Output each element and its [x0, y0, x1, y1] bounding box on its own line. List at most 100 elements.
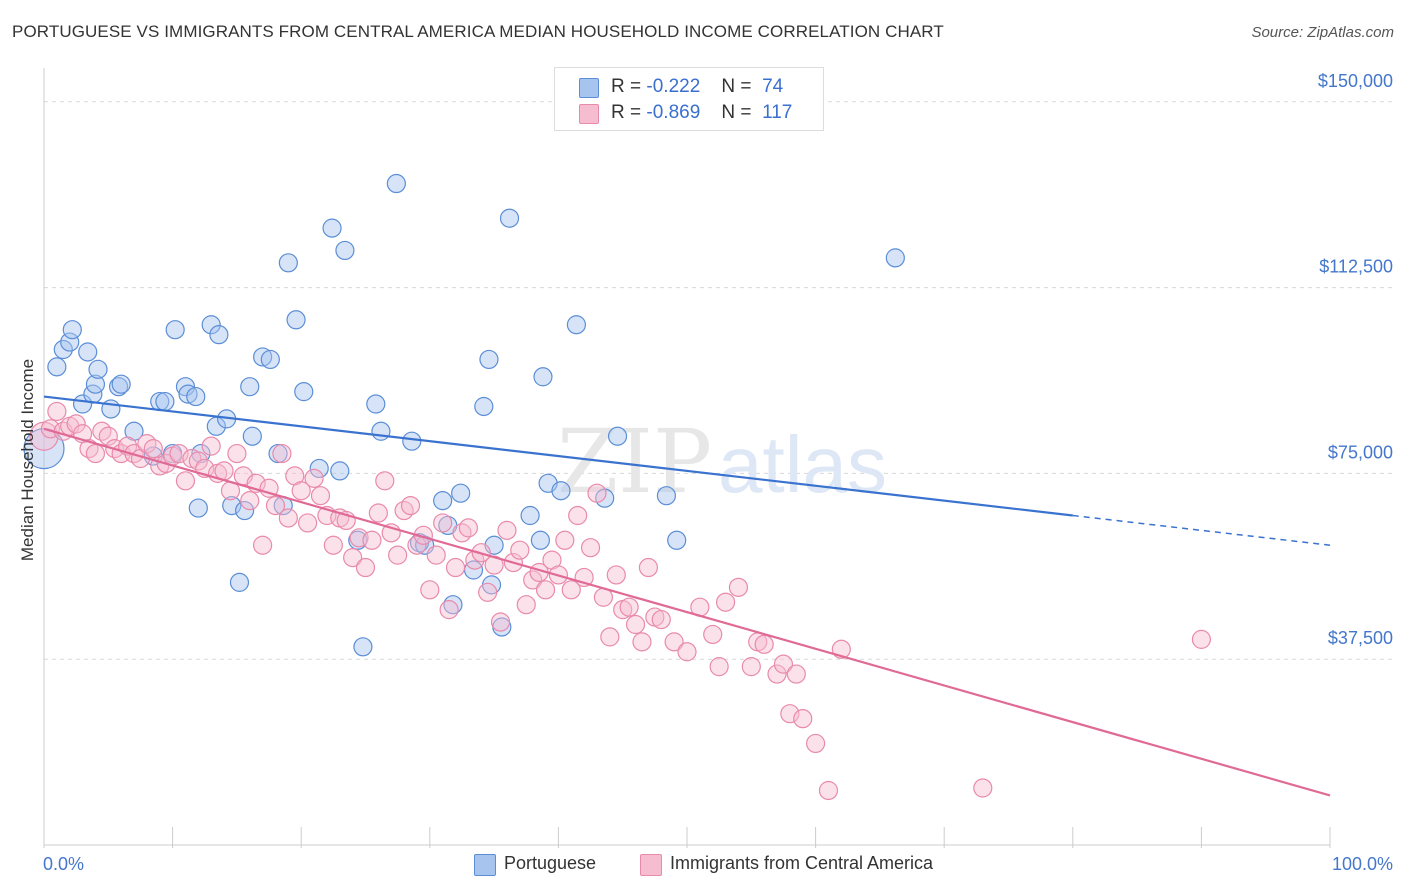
data-point [420, 580, 440, 600]
data-point [523, 570, 543, 590]
trend-line-portuguese [43, 395, 1073, 517]
r-label: R = [611, 102, 642, 123]
data-point [451, 483, 471, 503]
data-point [580, 538, 601, 558]
data-point [818, 780, 839, 801]
data-point [335, 240, 355, 261]
data-point [885, 248, 905, 268]
data-point [566, 315, 587, 335]
data-point [561, 580, 581, 600]
data-point [188, 498, 208, 518]
data-point [520, 505, 540, 526]
data-point [535, 580, 556, 600]
correlation-legend: R = -0.222 N = 74 R = -0.869 N = 117 [554, 67, 824, 131]
data-point [709, 657, 729, 677]
data-point [510, 540, 530, 560]
data-point [805, 733, 826, 754]
legend-swatch-pink [640, 854, 662, 876]
data-point [78, 342, 98, 362]
data-point [323, 535, 343, 555]
source-note: Source: ZipAtlas.com [1251, 24, 1394, 41]
data-point [533, 367, 553, 387]
r-value: -0.869 [646, 102, 701, 123]
axes [43, 68, 1331, 848]
data-point [298, 513, 318, 533]
data-point [178, 384, 198, 404]
data-point [388, 545, 408, 565]
data-point [240, 491, 260, 511]
data-point [286, 310, 306, 330]
series-legend: Portuguese Immigrants from Central Ameri… [0, 852, 1406, 878]
data-point [1191, 629, 1212, 649]
data-point [656, 486, 677, 506]
legend-swatch-pink [579, 104, 599, 124]
data-point [186, 386, 206, 407]
data-point [439, 600, 459, 620]
series-immigrants-central-america [29, 401, 1212, 801]
y-tick-label: $112,500 [1319, 257, 1393, 277]
data-point [606, 565, 626, 585]
data-point [426, 545, 446, 565]
data-point [260, 349, 280, 370]
data-point [551, 481, 571, 501]
data-point [355, 557, 376, 578]
data-point [278, 508, 298, 528]
n-value: 74 [762, 76, 784, 97]
legend-swatch-blue [579, 78, 599, 98]
data-point [458, 518, 478, 538]
data-point [786, 664, 806, 684]
legend-text-central-america: R = -0.869 N = 117 [611, 102, 792, 124]
n-label: N = [721, 76, 752, 97]
data-point [973, 778, 993, 798]
r-value: -0.222 [646, 76, 701, 97]
data-point [677, 642, 697, 662]
n-label: N = [721, 102, 752, 123]
legend-text-portuguese: R = -0.222 N = 74 [611, 76, 783, 98]
data-point [47, 357, 67, 377]
data-point [773, 654, 794, 674]
data-point [304, 468, 324, 488]
y-tick-label: $37,500 [1328, 628, 1393, 648]
data-point [728, 577, 749, 597]
data-point [278, 253, 298, 273]
legend-label: Portuguese [504, 853, 597, 873]
x-tick-label-start: 0.0% [43, 854, 84, 874]
data-point [490, 612, 511, 632]
data-point [754, 634, 774, 654]
data-point [155, 391, 175, 412]
r-label: R = [611, 76, 642, 97]
data-point [474, 396, 494, 417]
data-point [667, 530, 687, 550]
data-point [137, 434, 157, 454]
data-point [62, 320, 82, 340]
data-point [253, 535, 273, 555]
data-point [272, 443, 292, 464]
data-point [368, 503, 388, 523]
data-point [88, 359, 108, 379]
watermark-zip: ZIP [557, 410, 712, 513]
data-point [165, 320, 185, 340]
data-point [362, 530, 382, 550]
data-point [169, 443, 189, 464]
data-point [607, 426, 628, 446]
data-point [53, 339, 73, 360]
data-point [353, 637, 373, 657]
data-point [741, 657, 761, 677]
data-point [402, 431, 422, 451]
y-tick-label: $150,000 [1318, 71, 1393, 91]
data-point [767, 664, 787, 684]
data-point [85, 443, 106, 464]
watermark: ZIP atlas [557, 410, 887, 513]
data-point [479, 349, 499, 370]
data-point [143, 439, 163, 459]
data-point [400, 495, 421, 516]
data-point [175, 471, 196, 491]
data-point [371, 421, 391, 441]
trend-lines [43, 395, 1331, 797]
data-point [309, 458, 329, 479]
data-point [242, 426, 262, 446]
data-point [664, 632, 684, 652]
data-point [632, 632, 652, 652]
legend-label: Immigrants from Central America [670, 853, 934, 873]
